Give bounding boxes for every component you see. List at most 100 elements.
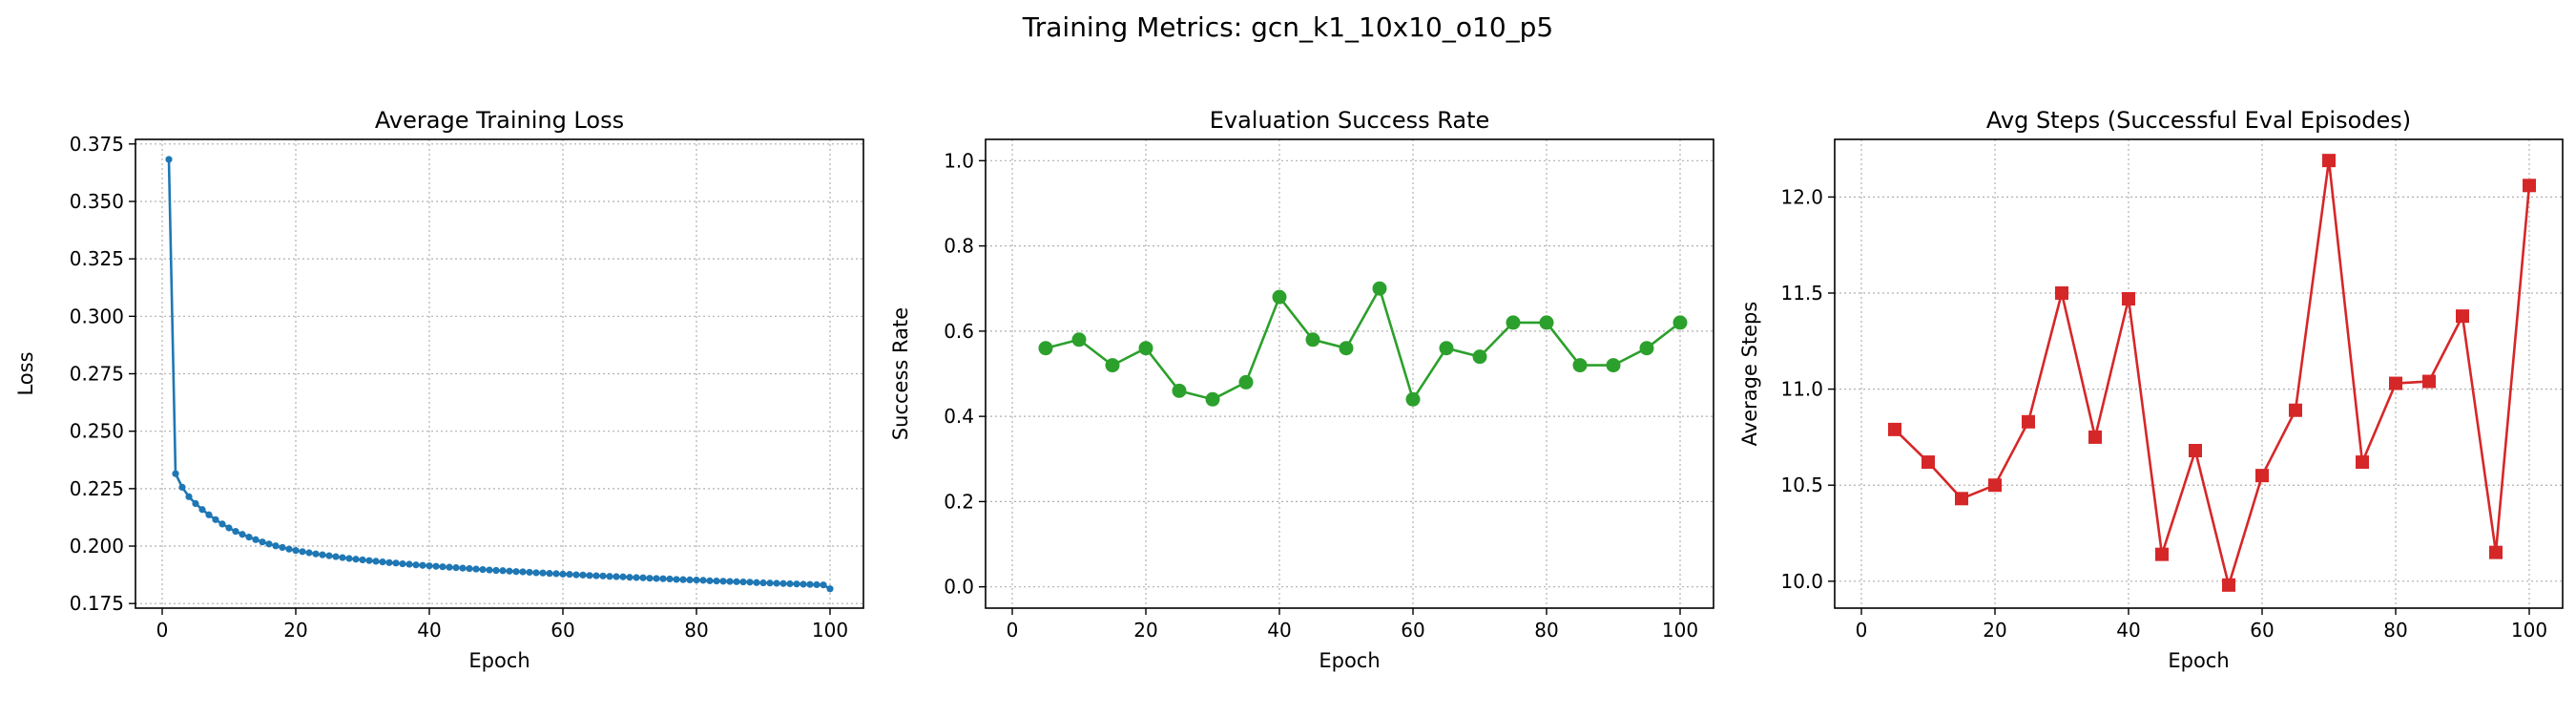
data-point <box>679 576 687 583</box>
data-point <box>379 558 386 566</box>
data-point <box>232 528 239 536</box>
y-tick-label: 1.0 <box>944 149 974 172</box>
data-point <box>439 563 447 571</box>
data-point <box>659 575 667 582</box>
data-point <box>2356 455 2369 470</box>
x-axis-label: Epoch <box>2168 649 2229 672</box>
y-tick-label: 12.0 <box>1780 185 1823 208</box>
x-tick-label: 40 <box>417 619 441 642</box>
data-point <box>1506 315 1521 330</box>
x-axis-label: Epoch <box>1319 649 1380 672</box>
data-point <box>492 566 500 575</box>
x-tick-label: 0 <box>156 619 169 642</box>
data-point <box>252 536 260 543</box>
data-point <box>2122 292 2135 306</box>
x-tick-label: 80 <box>1534 619 1558 642</box>
data-point <box>365 557 373 564</box>
data-point <box>332 553 340 560</box>
axes-frame <box>135 138 864 609</box>
data-point <box>1205 391 1220 407</box>
data-point <box>552 570 560 578</box>
y-axis-label: Success Rate <box>889 307 912 440</box>
chart-panels: 0 20 40 60 80 1000.1750.2000.2250.2500.2750.3… <box>14 107 2564 672</box>
data-point <box>192 499 199 508</box>
data-point <box>459 564 467 572</box>
data-point <box>2289 403 2302 417</box>
data-point <box>1372 281 1387 296</box>
data-point <box>259 538 266 546</box>
x-tick-label: 20 <box>1133 619 1157 642</box>
y-tick-label: 0.275 <box>70 363 124 386</box>
data-point <box>466 565 473 573</box>
data-point <box>392 559 400 567</box>
data-point <box>385 558 393 566</box>
data-point <box>512 568 520 576</box>
data-point <box>265 540 273 548</box>
data-point <box>205 511 213 518</box>
data-point <box>1539 315 1554 330</box>
data-point <box>1988 478 2002 493</box>
x-axis-label: Epoch <box>468 649 530 672</box>
x-tick-label: 20 <box>1983 619 2006 642</box>
data-point <box>2022 414 2035 429</box>
data-point <box>239 531 246 538</box>
data-point <box>713 577 720 585</box>
y-axis-label: Loss <box>14 351 37 395</box>
x-tick-label: 80 <box>684 619 708 642</box>
data-point <box>626 574 634 581</box>
data-point <box>185 493 193 500</box>
data-point <box>1439 341 1454 356</box>
data-point <box>706 577 714 584</box>
x-tick-label: 0 <box>1856 619 1868 642</box>
data-point <box>172 470 179 477</box>
data-point <box>699 577 707 584</box>
x-tick-label: 100 <box>2511 619 2547 642</box>
data-point <box>539 569 547 577</box>
data-point <box>806 580 814 588</box>
x-tick-label: 40 <box>1267 619 1291 642</box>
data-point <box>813 580 821 589</box>
y-tick-label: 0.200 <box>70 535 124 558</box>
data-point <box>2222 578 2235 592</box>
data-point <box>633 574 640 581</box>
y-tick-label: 0.375 <box>70 133 124 156</box>
data-point <box>305 549 313 557</box>
data-point <box>2055 285 2068 300</box>
data-point <box>673 576 680 583</box>
data-point <box>599 572 607 579</box>
series-line <box>1045 286 1681 401</box>
data-point <box>1339 341 1354 356</box>
data-point <box>579 571 587 579</box>
axes-frame <box>985 138 1714 609</box>
data-point <box>499 567 507 575</box>
data-point <box>1922 455 1935 470</box>
data-point <box>452 564 460 572</box>
data-point <box>299 548 306 556</box>
x-tick-label: 100 <box>1662 619 1698 642</box>
data-point <box>2422 374 2436 389</box>
data-point <box>592 572 600 579</box>
data-point <box>1038 341 1053 356</box>
data-point <box>412 561 420 569</box>
chart-title: Avg Steps (Successful Eval Episodes) <box>1986 107 2411 134</box>
y-tick-label: 0.6 <box>944 320 974 343</box>
data-point <box>1606 358 1621 373</box>
data-point <box>405 560 413 568</box>
y-tick-label: 0.4 <box>944 405 974 428</box>
data-point <box>1272 289 1287 305</box>
y-tick-label: 0.8 <box>944 235 974 258</box>
data-point <box>2389 376 2402 390</box>
data-point <box>1172 383 1187 398</box>
data-point <box>586 572 593 579</box>
data-point <box>719 578 727 585</box>
data-point <box>1955 492 1968 506</box>
data-point <box>766 579 774 587</box>
data-point <box>786 579 794 588</box>
chart-title: Average Training Loss <box>375 107 624 134</box>
x-tick-label: 0 <box>1007 619 1019 642</box>
data-point <box>426 562 433 570</box>
y-tick-label: 0.2 <box>944 490 974 513</box>
data-point <box>292 546 300 555</box>
data-point <box>2322 154 2336 168</box>
chart-title: Evaluation Success Rate <box>1210 107 1490 134</box>
